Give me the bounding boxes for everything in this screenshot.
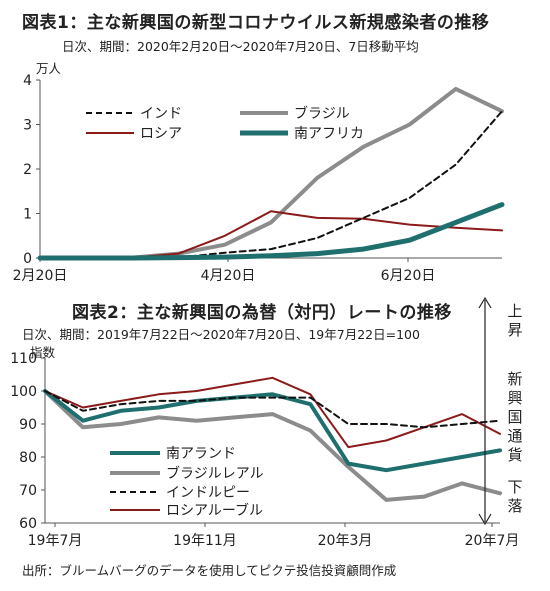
x-tick-label: 20年7月 [465,533,520,549]
x-tick-label: 2月20日 [13,268,68,284]
legend-label: 南アフリカ [294,126,364,142]
y-tick-label: 0 [23,251,32,267]
y-tick-label: 4 [23,73,32,89]
chart1-title: 図表1：主な新興国の新型コロナウイルス新規感染者の推移 [22,13,490,33]
side-label-up: 上昇 [507,302,523,339]
chart1-unit: 万人 [36,61,62,76]
y-tick-label: 2 [23,162,32,178]
side-label-middle: 新興国通貨 [507,370,523,464]
series-line-4 [37,202,505,261]
x-tick-label: 4月20日 [201,268,256,284]
y-tick-label: 60 [19,516,37,532]
y-tick-label: 70 [19,483,37,499]
legend-label: 南アランド [166,446,236,462]
legend-label: ロシア [140,126,182,142]
chart2-title: 図表2：主な新興国の為替（対円）レートの推移 [72,303,452,323]
series-line-3 [39,210,503,259]
series-line-4 [44,376,501,449]
legend-label: ブラジル [294,105,350,122]
y-tick-label: 1 [23,207,32,223]
legend-label: インドルピー [166,485,250,501]
chart1-subtitle: 日次、期間：2020年2月20日～2020年7月20日、7日移動平均 [62,39,419,54]
chart2-unit: 指数 [30,345,56,360]
arrow-up-head [478,296,492,309]
y-tick-label: 3 [23,118,32,134]
y-tick-label: 80 [19,450,37,466]
legend-label: ブラジルレアル [166,465,264,482]
chart2-subtitle: 日次、期間：2019年7月22日～2020年7月20日、19年7月22日=100 [22,327,420,342]
side-label-down: 下落 [507,478,523,515]
arrow-down-head [478,513,492,526]
y-tick-label: 90 [19,417,37,433]
x-tick-label: 20年3月 [318,533,373,549]
x-tick-label: 19年7月 [28,533,83,549]
series-line-1 [43,389,502,473]
source-note: 出所：ブルームバーグのデータを使用してピクテ投信投資顧問作成 [22,563,397,578]
legend-label: ロシアルーブル [166,502,263,519]
y-tick-label: 100 [10,384,37,400]
series-line-2 [43,389,502,502]
series-line-3 [44,390,501,429]
x-tick-label: 6月20日 [381,268,436,284]
legend-label: インド [140,106,182,122]
x-tick-label: 19年11月 [173,533,237,549]
